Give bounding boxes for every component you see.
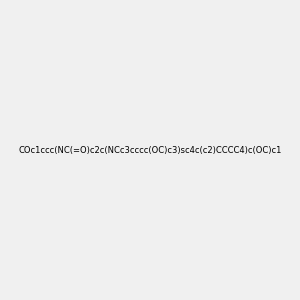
Text: COc1ccc(NC(=O)c2c(NCc3cccc(OC)c3)sc4c(c2)CCCC4)c(OC)c1: COc1ccc(NC(=O)c2c(NCc3cccc(OC)c3)sc4c(c2… xyxy=(18,146,282,154)
